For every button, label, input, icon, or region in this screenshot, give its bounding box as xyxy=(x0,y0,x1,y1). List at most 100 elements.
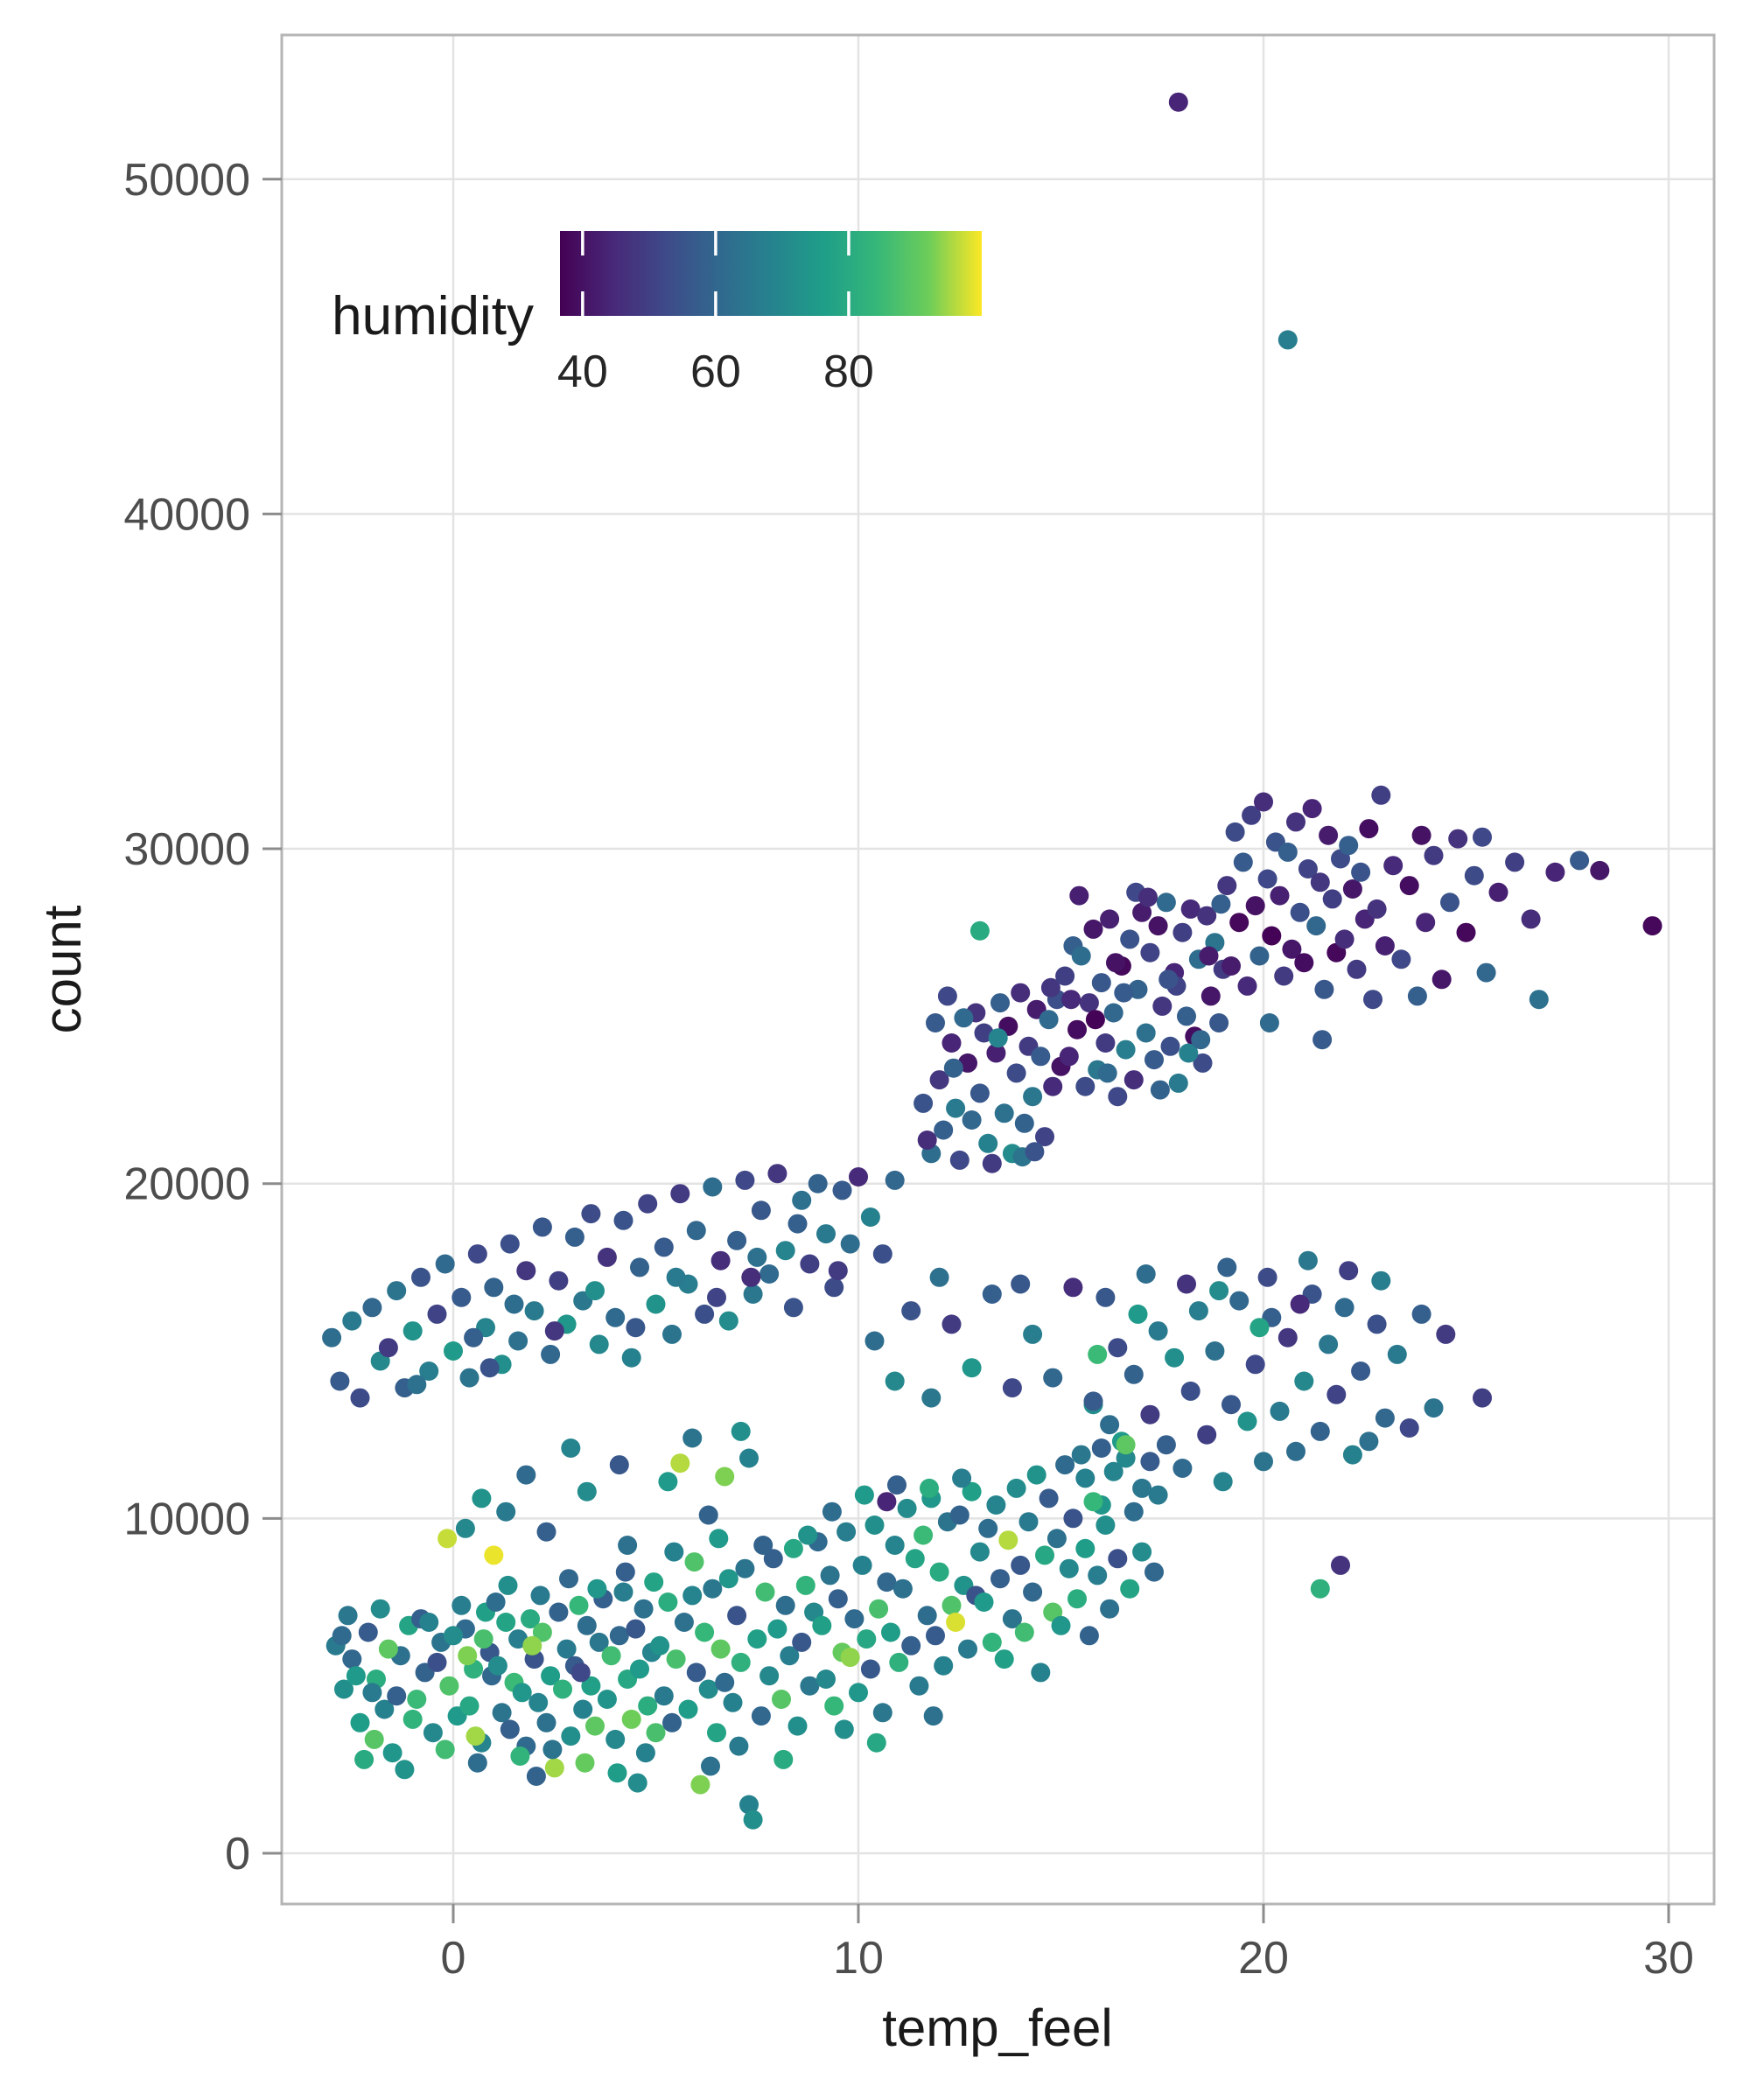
data-point xyxy=(587,1578,607,1599)
data-point xyxy=(824,1696,844,1716)
data-point xyxy=(678,1699,698,1719)
data-point xyxy=(1257,869,1278,889)
data-point xyxy=(703,1578,723,1599)
data-point xyxy=(438,1529,458,1549)
data-point xyxy=(828,1589,848,1609)
data-point xyxy=(926,1626,945,1646)
data-point xyxy=(990,1569,1010,1589)
data-point xyxy=(1002,1378,1022,1398)
data-point xyxy=(788,1716,808,1736)
data-point xyxy=(934,1656,954,1676)
data-point xyxy=(487,1656,508,1676)
data-point xyxy=(1100,1599,1120,1619)
data-point xyxy=(695,1622,715,1642)
data-point xyxy=(1424,1398,1444,1418)
data-point xyxy=(1237,976,1257,996)
data-point xyxy=(1339,836,1359,856)
data-point xyxy=(1071,1445,1091,1465)
data-point xyxy=(877,1572,897,1592)
data-point xyxy=(905,1549,925,1569)
data-point xyxy=(1351,1362,1371,1381)
data-point xyxy=(601,1646,621,1666)
data-point xyxy=(885,1536,905,1555)
data-point xyxy=(500,1719,520,1740)
data-point xyxy=(909,1676,929,1696)
data-point xyxy=(1043,1368,1063,1388)
data-point xyxy=(1448,829,1468,849)
data-point xyxy=(1075,1468,1096,1488)
data-point xyxy=(1274,966,1294,986)
data-point xyxy=(342,1311,362,1331)
data-point xyxy=(1473,827,1492,847)
data-point xyxy=(1334,1298,1354,1318)
data-point xyxy=(753,1536,774,1555)
data-point xyxy=(763,1549,783,1569)
data-point xyxy=(1306,916,1326,936)
data-point xyxy=(1083,1492,1103,1512)
data-point xyxy=(970,1542,990,1562)
data-point xyxy=(419,1362,439,1381)
data-point xyxy=(1367,1314,1387,1334)
data-point xyxy=(1068,1589,1087,1609)
data-point xyxy=(585,1281,605,1301)
data-point xyxy=(1136,1264,1156,1284)
data-point xyxy=(541,1666,561,1686)
data-point xyxy=(646,1294,666,1314)
data-point xyxy=(1217,1257,1237,1278)
data-point xyxy=(467,1244,487,1264)
y-axis-title: count xyxy=(33,905,92,1033)
data-point xyxy=(1242,805,1262,825)
data-point xyxy=(670,1453,690,1474)
data-point xyxy=(618,1536,638,1555)
legend-tick-marks xyxy=(581,231,850,316)
data-point xyxy=(844,1609,864,1629)
data-point xyxy=(824,1278,844,1298)
data-point xyxy=(549,1602,569,1622)
data-point xyxy=(569,1595,589,1615)
data-point xyxy=(597,1690,617,1709)
data-point xyxy=(1505,852,1525,872)
data-point xyxy=(1375,1408,1395,1428)
data-point xyxy=(1424,845,1444,865)
data-point xyxy=(682,1428,703,1448)
data-point xyxy=(1138,887,1158,907)
data-point xyxy=(1148,1321,1168,1341)
data-point xyxy=(350,1388,370,1408)
data-point xyxy=(466,1726,486,1746)
data-point xyxy=(1168,92,1188,112)
data-point xyxy=(701,1756,720,1776)
data-point xyxy=(666,1267,686,1287)
data-point xyxy=(1312,1030,1333,1050)
y-tick-label: 30000 xyxy=(123,824,250,875)
data-point xyxy=(1096,1033,1116,1053)
data-point xyxy=(1391,949,1411,970)
legend-tick-label: 40 xyxy=(557,346,608,397)
data-point xyxy=(798,1525,818,1545)
x-tick-label: 30 xyxy=(1643,1933,1694,1984)
data-point xyxy=(382,1743,402,1763)
x-tick-label: 10 xyxy=(833,1933,884,1984)
data-point xyxy=(731,1652,751,1672)
data-point xyxy=(849,1683,868,1703)
data-point xyxy=(751,1706,771,1726)
data-point xyxy=(715,1672,735,1692)
data-point xyxy=(561,1726,581,1746)
data-point xyxy=(1177,1006,1196,1026)
data-point xyxy=(1294,1371,1314,1391)
data-point xyxy=(741,1267,761,1287)
data-point xyxy=(788,1214,808,1234)
data-point xyxy=(840,1648,860,1668)
data-point xyxy=(1150,1080,1170,1100)
data-point xyxy=(411,1267,430,1287)
data-point xyxy=(581,1676,601,1696)
data-point xyxy=(929,1267,949,1287)
data-point xyxy=(755,1582,775,1602)
data-point xyxy=(530,1586,550,1606)
data-point xyxy=(364,1729,384,1749)
data-point xyxy=(1059,1558,1079,1578)
data-point xyxy=(872,1244,892,1264)
data-point xyxy=(946,1098,966,1118)
data-point xyxy=(1043,1076,1063,1096)
data-point xyxy=(1286,812,1306,832)
data-point xyxy=(958,1639,977,1659)
